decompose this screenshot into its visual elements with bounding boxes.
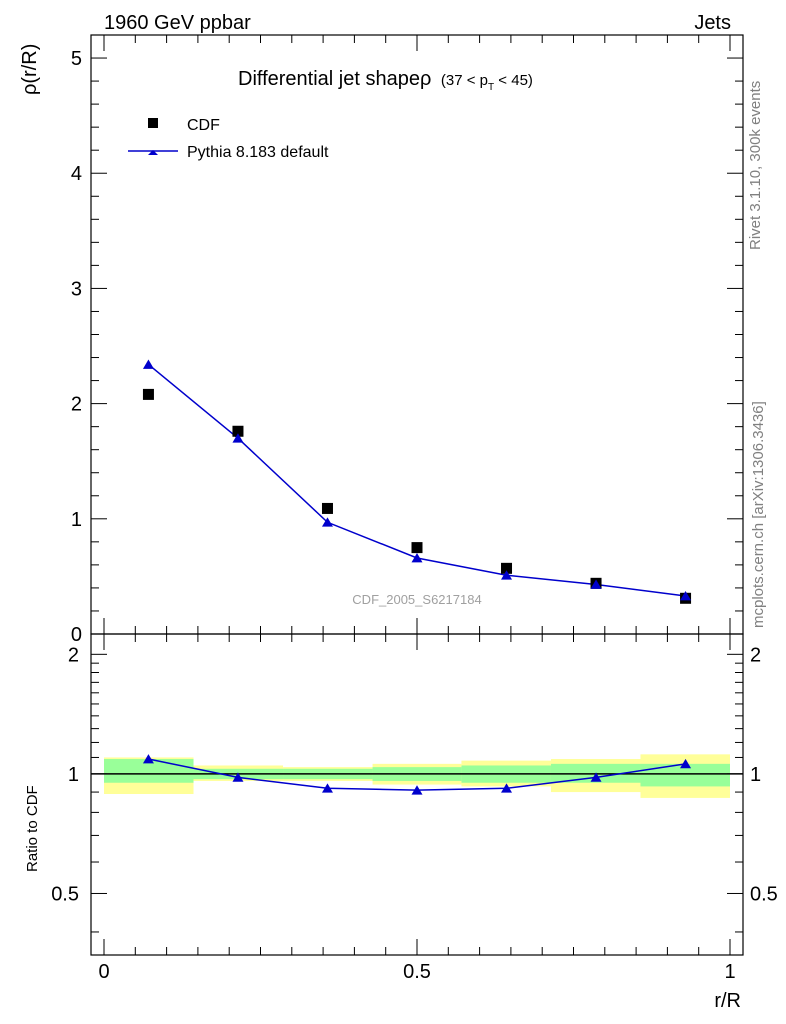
cdf-data-point	[232, 425, 244, 437]
legend-pythia-label: Pythia 8.183 default	[187, 144, 329, 161]
main-y-tick-label: 5	[71, 48, 82, 70]
x-tick-label: 0.5	[403, 961, 431, 983]
pythia-data-point	[501, 570, 513, 580]
energy-label: 1960 GeV ppbar	[104, 12, 251, 34]
ratio-y-tick-label: 0.5	[51, 883, 79, 905]
legend-cdf-label: CDF	[187, 117, 220, 134]
cdf-data-point	[411, 542, 423, 554]
rivet-version-label: Rivet 3.1.10, 300k events	[747, 81, 764, 250]
cdf-data-point	[142, 388, 154, 400]
main-y-tick-label: 1	[71, 509, 82, 531]
ratio-pythia-point	[680, 758, 692, 769]
ratio-y-tick-label: 2	[68, 644, 79, 666]
stat-uncertainty-band-0	[104, 759, 194, 783]
pythia-data-point	[321, 517, 333, 527]
main-title-text: Differential jet shapeρ	[238, 68, 431, 90]
legend-pythia-marker	[148, 150, 158, 155]
main-series	[142, 359, 692, 604]
main-y-tick-label: 2	[71, 394, 82, 416]
pythia-data-point	[680, 591, 692, 601]
cdf-data-point	[501, 562, 513, 574]
cdf-data-point	[321, 502, 333, 514]
pythia-data-point	[411, 553, 423, 563]
mcplots-label: mcplots.cern.ch [arXiv:1306.3436]	[750, 401, 767, 628]
x-tick-label: 0	[98, 961, 109, 983]
pythia-data-point	[590, 579, 602, 589]
ratio-y-axis: 0.5 0.5 1 1 2 2	[51, 644, 778, 933]
main-y-axis: 0 1 2 3 4 5	[71, 34, 743, 646]
main-title-cut-close: < 45)	[494, 72, 533, 89]
process-label: Jets	[694, 12, 731, 34]
ratio-series	[142, 754, 692, 795]
ratio-y-tick-label-right: 0.5	[750, 883, 778, 905]
ratio-pythia-point	[142, 754, 154, 764]
x-axis-label: r/R	[714, 990, 741, 1012]
main-title-cut: (37 < pT < 45)	[441, 72, 533, 93]
x-axis: 0 0.5 1	[98, 35, 736, 983]
main-y-axis-label: ρ(r/R)	[19, 44, 41, 95]
ratio-y-tick-label-right: 2	[750, 644, 761, 666]
legend-cdf-marker	[148, 118, 158, 128]
ratio-y-tick-label-right: 1	[750, 764, 761, 786]
main-y-tick-label: 3	[71, 278, 82, 300]
main-title-cut-open: (37 < p	[441, 72, 488, 89]
main-title: Differential jet shapeρ (37 < pT < 45)	[238, 68, 533, 93]
stat-uncertainty-band-6	[640, 763, 730, 787]
ratio-pythia-point	[321, 783, 333, 793]
pythia-data-point	[142, 359, 154, 369]
pythia-data-point	[232, 433, 244, 443]
legend: CDF Pythia 8.183 default	[128, 117, 329, 161]
ratio-pythia-point	[590, 772, 602, 782]
analysis-id-watermark: CDF_2005_S6217184	[352, 592, 481, 607]
x-tick-label: 1	[724, 961, 735, 983]
ratio-y-axis-label: Ratio to CDF	[24, 785, 41, 872]
main-y-tick-label: 0	[71, 624, 82, 646]
ratio-pythia-point	[232, 772, 244, 782]
main-y-tick-label: 4	[71, 163, 82, 185]
ratio-pythia-point	[411, 785, 423, 795]
ratio-pythia-point	[501, 783, 513, 793]
ratio-y-tick-label: 1	[68, 764, 79, 786]
main-title-cut-sub: T	[488, 82, 494, 93]
